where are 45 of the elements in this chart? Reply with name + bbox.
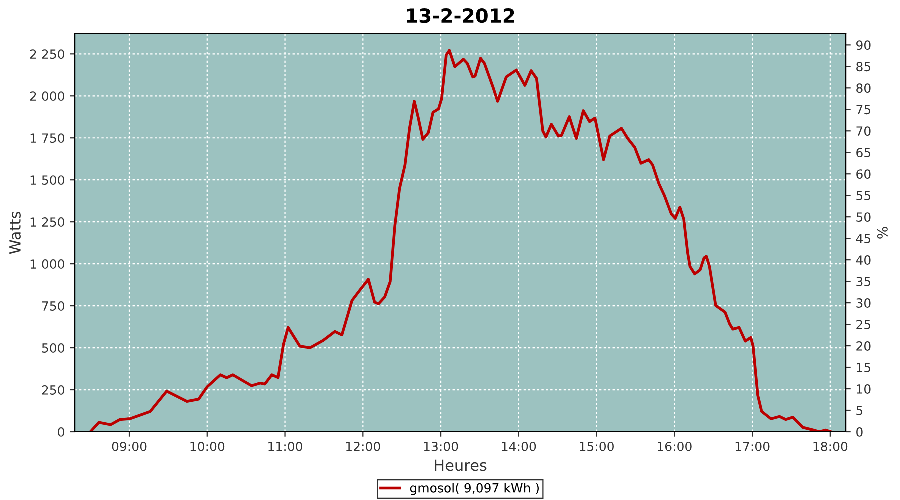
y2-tick-label: 45 [856, 234, 871, 244]
y-tick-label: 1 000 [30, 260, 64, 269]
y-tick-label: 1 750 [30, 134, 64, 144]
y2-tick-label: 65 [856, 148, 871, 158]
y2-tick-label: 20 [856, 342, 871, 351]
y2-tick-label: 55 [856, 191, 871, 201]
x-axis-title: Heures [435, 460, 487, 472]
y-tick-label: 750 [42, 302, 64, 311]
y2-tick-label: 50 [856, 212, 871, 222]
x-tick-label: 09:00 [112, 442, 147, 452]
y2-tick-label: 80 [856, 84, 871, 94]
x-tick-label: 16:00 [658, 442, 692, 452]
y2-tick-label: 70 [856, 126, 871, 136]
x-tick-label: 18:00 [814, 442, 848, 452]
y2-tick-label: 75 [856, 105, 871, 115]
chart-title: 13-2-2012 [407, 8, 514, 24]
y2-tick-label: 40 [856, 256, 871, 266]
y-tick-label: 2 000 [30, 92, 64, 102]
y2-tick-label: 15 [857, 363, 871, 372]
y2-tick-label: 85 [856, 62, 871, 72]
y2-tick-label: 5 [856, 406, 863, 416]
y-tick-label: 250 [42, 385, 64, 395]
x-tick-label: 10:00 [190, 442, 225, 452]
x-tick-label: 17:00 [736, 442, 770, 452]
x-tick-label: 15:00 [580, 442, 614, 452]
y-tick-label: 0 [58, 427, 64, 437]
x-tick-label: 14:00 [502, 442, 536, 452]
y2-tick-label: 60 [856, 170, 871, 180]
y-tick-label: 1 500 [30, 176, 64, 186]
y-axis-title: Watts [10, 212, 21, 254]
y2-tick-label: 35 [856, 277, 871, 286]
y-tick-label: 1 250 [30, 218, 64, 228]
legend-label: gmosol( 9,097 kWh ) [410, 483, 539, 496]
y2-tick-label: 0 [856, 427, 863, 437]
x-tick-label: 11:00 [268, 442, 302, 452]
y2-tick-label: 10 [857, 384, 871, 394]
y-tick-label: 2 250 [30, 50, 64, 60]
y2-tick-label: 90 [856, 40, 871, 50]
y2-tick-label: 25 [856, 320, 871, 330]
line-series [89, 49, 833, 432]
y2-axis-title: % [877, 227, 888, 239]
x-tick-label: 12:00 [346, 442, 380, 452]
x-tick-label: 13:00 [424, 442, 458, 452]
y-tick-label: 500 [42, 344, 64, 353]
y2-tick-label: 30 [856, 298, 871, 308]
